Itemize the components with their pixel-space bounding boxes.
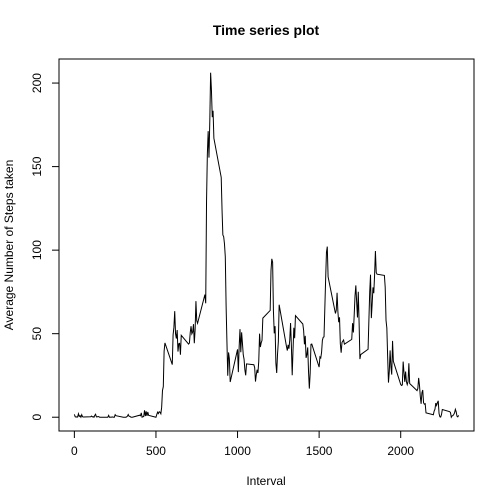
x-tick-label: 500 xyxy=(146,444,166,458)
y-tick-label: 150 xyxy=(30,156,44,176)
plot-box xyxy=(58,58,475,432)
x-tick-label: 0 xyxy=(71,444,78,458)
x-tick-label: 2000 xyxy=(387,444,414,458)
x-tick-label: 1500 xyxy=(306,444,333,458)
x-axis-label: Interval xyxy=(246,474,285,488)
y-tick-label: 200 xyxy=(30,73,44,93)
y-axis-label: Average Number of Steps taken xyxy=(2,160,16,331)
chart-title: Time series plot xyxy=(213,22,320,38)
x-tick-label: 1000 xyxy=(224,444,251,458)
y-tick-label: 50 xyxy=(30,327,44,341)
data-line xyxy=(73,72,460,419)
y-tick-label: 100 xyxy=(30,240,44,260)
y-tick-label: 0 xyxy=(30,414,44,421)
